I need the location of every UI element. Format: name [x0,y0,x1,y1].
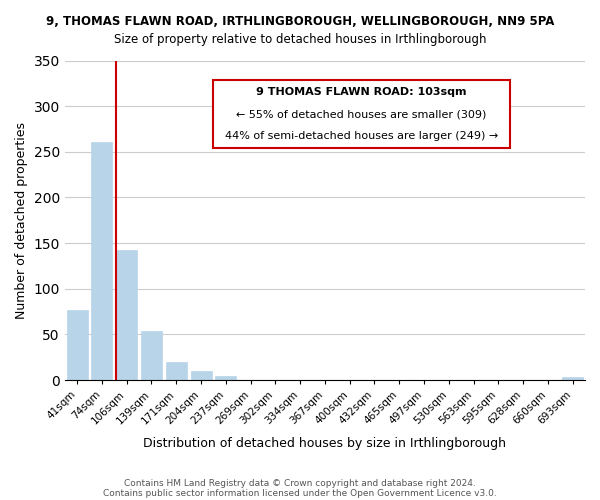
Text: ← 55% of detached houses are smaller (309): ← 55% of detached houses are smaller (30… [236,109,487,119]
Text: 9 THOMAS FLAWN ROAD: 103sqm: 9 THOMAS FLAWN ROAD: 103sqm [256,87,467,97]
Bar [141,330,162,380]
Bar [166,362,187,380]
Text: Contains HM Land Registry data © Crown copyright and database right 2024.: Contains HM Land Registry data © Crown c… [124,478,476,488]
Bar [67,310,88,380]
FancyBboxPatch shape [213,80,509,148]
Bar [215,376,236,380]
X-axis label: Distribution of detached houses by size in Irthlingborough: Distribution of detached houses by size … [143,437,506,450]
Bar [91,142,112,380]
Bar [191,371,212,380]
Bar [116,250,137,380]
Bar [562,378,583,380]
Text: 44% of semi-detached houses are larger (249) →: 44% of semi-detached houses are larger (… [224,131,498,141]
Text: Contains public sector information licensed under the Open Government Licence v3: Contains public sector information licen… [103,488,497,498]
Text: 9, THOMAS FLAWN ROAD, IRTHLINGBOROUGH, WELLINGBOROUGH, NN9 5PA: 9, THOMAS FLAWN ROAD, IRTHLINGBOROUGH, W… [46,15,554,28]
Y-axis label: Number of detached properties: Number of detached properties [15,122,28,319]
Text: Size of property relative to detached houses in Irthlingborough: Size of property relative to detached ho… [114,32,486,46]
